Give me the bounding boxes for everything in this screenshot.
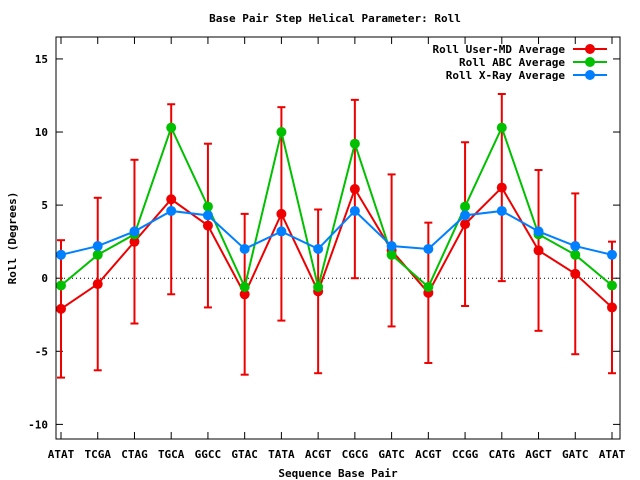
point-abc <box>386 249 397 260</box>
x-tick-label: ACGT <box>415 448 442 461</box>
point-xray <box>349 205 360 216</box>
legend-label-xray: Roll X-Ray Average <box>446 69 566 82</box>
x-tick-label: ATAT <box>599 448 626 461</box>
x-axis-label: Sequence Base Pair <box>278 467 398 480</box>
legend-marker-abc <box>585 57 595 67</box>
point-abc <box>239 281 250 292</box>
point-xray <box>423 243 434 254</box>
point-xray <box>92 241 103 252</box>
legend-label-user-md: Roll User-MD Average <box>433 43 566 56</box>
point-user-md <box>460 219 471 230</box>
point-user-md <box>607 302 617 313</box>
x-tick-label: TGCA <box>158 448 185 461</box>
point-xray <box>607 249 617 260</box>
x-tick-label: TCGA <box>84 448 111 461</box>
point-xray <box>533 226 544 237</box>
legend-marker-user-md <box>585 44 595 54</box>
point-xray <box>460 210 471 221</box>
point-abc <box>276 127 287 138</box>
point-abc <box>496 122 507 133</box>
x-tick-label: CTAG <box>121 448 148 461</box>
point-xray <box>313 243 324 254</box>
point-abc <box>460 201 471 212</box>
point-abc <box>607 280 617 291</box>
axis-layer: -10 -5 0 5 10 15 ATAT TCGA CTAG TGCA GGCC GTAC TATA A… <box>28 37 626 461</box>
point-xray <box>202 210 213 221</box>
y-axis-label: Roll (Degrees) <box>6 192 19 285</box>
point-abc <box>349 138 360 149</box>
point-xray <box>239 243 250 254</box>
x-tick-label: GATC <box>378 448 405 461</box>
chart-title: Base Pair Step Helical Parameter: Roll <box>209 12 461 25</box>
x-tick-label: AGCT <box>525 448 552 461</box>
x-tick-label: GGCC <box>195 448 222 461</box>
y-tick-label: 10 <box>35 126 48 139</box>
x-tick-label: GTAC <box>231 448 258 461</box>
point-user-md <box>533 245 544 256</box>
x-tick-label: GATC <box>562 448 589 461</box>
series-line-abc <box>60 124 613 291</box>
point-abc <box>570 249 581 260</box>
point-xray <box>129 226 140 237</box>
point-user-md <box>129 236 140 247</box>
x-tick-label: ATAT <box>48 448 75 461</box>
x-tick-label: TATA <box>268 448 295 461</box>
x-tick-label: ACGT <box>305 448 332 461</box>
point-user-md <box>166 194 177 205</box>
point-abc <box>313 281 324 292</box>
point-xray <box>276 226 287 237</box>
y-tick-label: -10 <box>28 418 48 431</box>
x-tick-label: CGCG <box>342 448 369 461</box>
point-user-md <box>92 279 103 290</box>
point-xray <box>496 205 507 216</box>
point-abc <box>202 201 213 212</box>
x-tick-label: CCGG <box>452 448 479 461</box>
point-user-md <box>276 208 287 219</box>
x-tick-label: CATG <box>489 448 516 461</box>
y-tick-label: 5 <box>41 199 48 212</box>
point-abc <box>166 122 177 133</box>
point-xray <box>166 205 177 216</box>
y-tick-label: 15 <box>35 53 48 66</box>
point-xray <box>386 241 397 252</box>
point-user-md <box>496 182 507 193</box>
point-abc <box>423 281 434 292</box>
point-user-md <box>349 184 360 195</box>
point-user-md <box>239 289 250 300</box>
point-xray <box>56 249 66 260</box>
legend: Roll User-MD Average Roll ABC Average Ro… <box>433 43 607 82</box>
y-tick-label: -5 <box>35 345 48 358</box>
plot-frame <box>55 36 621 440</box>
series-layer <box>56 122 617 314</box>
point-user-md <box>570 268 581 279</box>
point-abc <box>92 249 103 260</box>
series-line-xray <box>60 209 613 256</box>
point-xray <box>570 241 581 252</box>
legend-label-abc: Roll ABC Average <box>459 56 565 69</box>
point-user-md <box>56 303 66 314</box>
y-tick-label: 0 <box>41 272 48 285</box>
point-abc <box>56 280 66 291</box>
legend-marker-xray <box>585 70 595 80</box>
point-user-md <box>202 220 213 231</box>
